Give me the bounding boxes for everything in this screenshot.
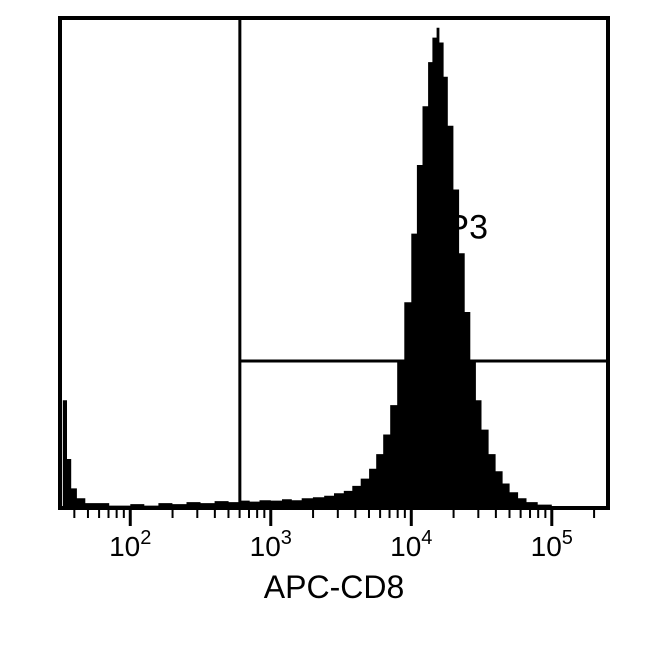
flow-cytometry-histogram: 102103104105APC-CD8P3 — [0, 0, 659, 652]
chart-svg: 102103104105APC-CD8P3 — [0, 0, 659, 652]
x-axis-label: APC-CD8 — [264, 569, 404, 605]
gate-label: P3 — [446, 209, 488, 247]
